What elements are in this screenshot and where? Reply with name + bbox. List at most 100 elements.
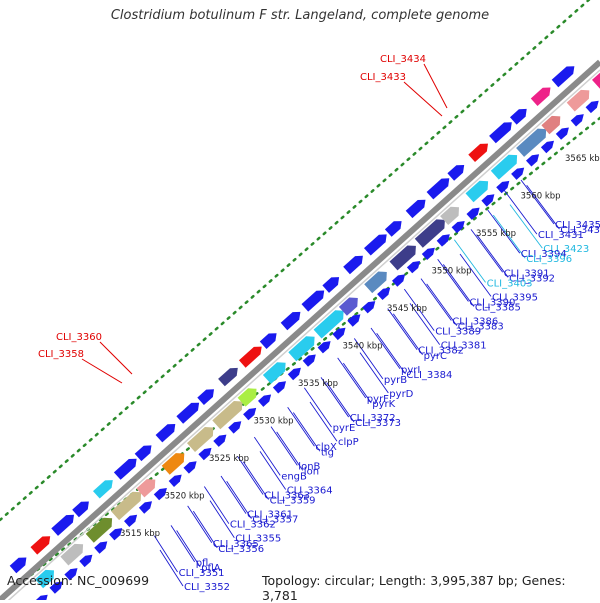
gene-inner-small xyxy=(362,301,376,314)
gene-inner-small xyxy=(258,394,272,407)
gene-label-inner: CLI_3351 xyxy=(179,568,225,579)
gene-label-inner: tig xyxy=(321,447,334,458)
backbone-line xyxy=(0,59,600,600)
gene-outer xyxy=(93,480,113,499)
gene-inner-small xyxy=(168,474,182,487)
gene-inner-small xyxy=(481,194,495,207)
gene-inner-small xyxy=(109,528,123,541)
gene-label-inner: CLI_3381 xyxy=(441,341,487,352)
gene-label-outer: CLI_3358 xyxy=(38,349,84,360)
gene-outer xyxy=(447,165,465,181)
gene-label-inner: CLI_3423 xyxy=(543,244,589,255)
genome-backbone xyxy=(0,59,600,600)
gene-label-inner: pyrD xyxy=(389,389,413,400)
gene-inner-small xyxy=(406,261,420,274)
gene-label-inner: pyrK xyxy=(372,399,395,410)
kbp-tick-labels: 3515 kbp 3520 kbp 3525 kbp 3530 kbp 3535 kbp… xyxy=(120,154,600,539)
map-title: Clostridium botulinum F str. Langeland, … xyxy=(110,8,490,23)
gene-inner-small xyxy=(511,167,525,180)
gene-inner-small xyxy=(94,541,108,554)
gene-label-outer: CLI_3433 xyxy=(360,72,406,83)
gene-inner-small xyxy=(540,140,554,154)
gene-inner xyxy=(161,453,185,475)
gene-label-inner: CLI_3362 xyxy=(230,520,276,531)
gene-inner xyxy=(288,336,315,362)
gene-outer xyxy=(530,87,551,106)
gene-inner-small xyxy=(570,114,584,127)
gene-outer xyxy=(301,290,325,312)
genome-summary-text: Topology: circular; Length: 3,995,387 bp… xyxy=(262,573,566,603)
gene-inner xyxy=(389,245,416,271)
gene-inner-small xyxy=(287,367,301,381)
gene-outer xyxy=(218,367,238,387)
gene-inner-small xyxy=(496,180,510,194)
gene-label-outer: CLI_3434 xyxy=(380,54,426,65)
gene-label-inner: CLI_3384 xyxy=(406,370,452,381)
gene-label-inner: CLI_3395 xyxy=(492,292,538,303)
tick-label: 3520 kbp xyxy=(165,492,205,502)
gene-inner-small xyxy=(585,100,599,114)
gene-label-inner: CLI_3352 xyxy=(184,582,230,593)
gene-inner-small xyxy=(451,221,465,234)
gene-outer xyxy=(72,501,89,518)
gene-label-inner: CLI_3373 xyxy=(355,418,401,429)
gene-outer xyxy=(30,536,51,555)
gene-inner xyxy=(35,569,54,589)
gene-label-inner: CLI_3389 xyxy=(435,327,481,338)
gene-inner-small xyxy=(213,434,227,447)
gene-inner-small xyxy=(392,274,406,287)
gene-inner-small xyxy=(317,341,331,354)
gene-label-inner: engB xyxy=(281,471,307,482)
gene-outer xyxy=(134,445,152,462)
gene-label-inner: CLI_3385 xyxy=(475,303,521,314)
tick-label: 3525 kbp xyxy=(209,454,249,464)
gene-label-inner: CLI_3394 xyxy=(521,249,567,260)
gene-inner-small xyxy=(466,207,480,220)
dotted-guide-1 xyxy=(0,0,591,522)
gene-inner-small xyxy=(421,247,435,260)
tick-label: 3560 kbp xyxy=(521,192,561,202)
label-leader-lines xyxy=(81,63,560,587)
gene-label-inner: clpP xyxy=(338,437,359,448)
gene-label-inner: pyrI xyxy=(401,365,420,376)
gene-labels: CLI_3434 CLI_3433 CLI_3360 CLI_3358 CLI_3435… xyxy=(38,54,600,593)
gene-inner-small xyxy=(377,287,391,300)
gene-label-inner: CLI_3372 xyxy=(350,413,396,424)
gene-label-inner: pflA xyxy=(201,563,221,574)
gene-outer xyxy=(9,557,27,574)
gene-label-inner: CLI_3357 xyxy=(252,515,298,526)
gene-outer xyxy=(322,277,340,293)
dotted-guide-2 xyxy=(0,116,600,600)
gene-label-inner: clpX xyxy=(315,442,337,453)
gene-outer xyxy=(239,346,262,368)
gene-label-inner: pyrE xyxy=(333,423,356,434)
gene-outer xyxy=(176,402,200,424)
gene-label-inner: CLI_3390 xyxy=(469,297,515,308)
gene-inner-small xyxy=(555,127,569,140)
tick-label: 3530 kbp xyxy=(254,417,294,427)
tick-label: 3545 kbp xyxy=(387,304,427,314)
tick-label: 3550 kbp xyxy=(432,267,472,277)
gene-inner xyxy=(516,128,547,157)
gene-inner-small xyxy=(49,581,63,594)
gene-outer xyxy=(364,234,387,256)
gene-inner-small xyxy=(332,327,346,341)
gene-label-inner: pyrF xyxy=(367,394,389,405)
gene-outer xyxy=(426,178,450,200)
gene-label-inner: CLI_3382 xyxy=(418,346,464,357)
gene-outer xyxy=(343,255,363,275)
backbone-shadow xyxy=(7,69,600,600)
gene-label-inner: CLI_3363 xyxy=(264,491,310,502)
gene-outer xyxy=(280,311,301,331)
gene-outer xyxy=(197,389,214,405)
gene-label-inner: CLI_3364 xyxy=(287,486,333,497)
gene-label-inner: CLI_3355 xyxy=(235,534,281,545)
gene-inner-small xyxy=(347,314,361,327)
gene-inner xyxy=(490,154,518,180)
gene-label-inner: lon xyxy=(304,466,319,477)
gene-outer xyxy=(551,66,575,88)
gene-features xyxy=(9,66,600,600)
gene-inner-small xyxy=(198,447,212,461)
